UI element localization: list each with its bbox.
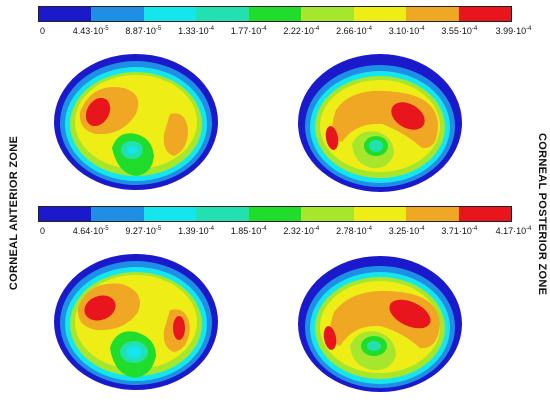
colorbar-bottom-tick-exponent: -5 [103, 226, 109, 232]
colorbar-top-tick-mantissa: 2.22·10 [283, 26, 314, 36]
colorbar-bottom-tick-mantissa: 2.32·10 [283, 226, 314, 236]
colorbar-bottom-tick-mantissa: 4.17·10 [495, 226, 527, 236]
colorbar-top-tick-mantissa: 8.87·10 [125, 26, 156, 36]
colorbar-bottom-tick-mantissa: 9.27·10 [125, 226, 156, 236]
colorbar-top-tick-mantissa: 2.66·10 [336, 26, 367, 36]
colorbar-bottom-tick-mantissa: 0 [40, 226, 46, 236]
colorbar-top-segment [248, 7, 302, 21]
colorbar-top-tick-label: 3.10·10-4 [389, 26, 425, 36]
anterior-map-bottom [54, 254, 218, 390]
colorbar-top-tick-exponent: -4 [313, 26, 320, 32]
colorbar-bottom-tick-label: 3.25·10-4 [389, 226, 425, 236]
colorbar-bottom-tick-exponent: -4 [313, 226, 320, 232]
colorbar-top-tick-mantissa: 0 [40, 26, 46, 36]
posterior-map-bottom [298, 256, 462, 392]
colorbar-bottom-tick-label: 2.78·10-4 [336, 226, 372, 236]
colorbar-top-tick-exponent: -4 [471, 26, 478, 32]
colorbar-bottom-tick-mantissa: 1.39·10 [178, 226, 209, 236]
colorbar-bottom-tick-exponent: -4 [208, 226, 214, 232]
colorbar-top-tick-label: 3.99·10-4 [496, 26, 532, 36]
posterior-map-top [298, 54, 462, 192]
colorbar-bottom-tick-exponent: -4 [419, 226, 425, 232]
colorbar-top-tick-mantissa: 1.33·10 [178, 26, 209, 36]
colorbar-top-tick-exponent: -4 [208, 26, 214, 32]
colorbar-top [38, 6, 512, 22]
right-zone-label: CORNEAL POSTERIOR ZONE [536, 133, 548, 296]
colorbar-top-segment [91, 7, 144, 21]
colorbar-top-segment [406, 7, 459, 21]
colorbar-bottom-tick-mantissa: 4.64·10 [72, 226, 104, 236]
colorbar-top-tick-label: 0 [40, 26, 45, 36]
colorbar-top-tick-exponent: -4 [419, 26, 425, 32]
colorbar-bottom-tick-label: 9.27·10-5 [125, 226, 161, 236]
colorbar-top-segment [143, 7, 197, 21]
colorbar-top-segment [353, 7, 407, 21]
right-zone-label-text: CORNEAL POSTERIOR ZONE [536, 133, 548, 296]
colorbar-bottom-tick-label: 1.85·10-4 [231, 226, 267, 236]
colorbar-top-tick-mantissa: 4.43·10 [72, 26, 104, 36]
left-zone-label: CORNEAL ANTERIOR ZONE [8, 133, 20, 293]
colorbar-top-tick-mantissa: 1.77·10 [230, 26, 262, 36]
colorbar-bottom-tick-mantissa: 3.71·10 [441, 226, 472, 236]
colorbar-bottom-tick-exponent: -4 [261, 226, 267, 232]
colorbar-top-tick-label: 4.43·10-5 [73, 26, 109, 36]
colorbar-bottom-tick-label: 2.32·10-4 [283, 226, 319, 236]
colorbar-bottom-tick-label: 4.64·10-5 [73, 226, 109, 236]
colorbar-top-tick-exponent: -5 [155, 26, 162, 32]
colorbar-bottom-tick-label: 4.17·10-4 [496, 226, 532, 236]
colorbar-bottom-tick-label: 0 [40, 226, 45, 236]
colorbar-top-segment [301, 7, 354, 21]
left-zone-label-text: CORNEAL ANTERIOR ZONE [8, 135, 20, 291]
colorbar-top-tick-exponent: -4 [526, 26, 532, 32]
colorbar-top-tick-label: 1.33·10-4 [178, 26, 214, 36]
colorbar-bottom-segment [91, 207, 144, 221]
colorbar-top-tick-mantissa: 3.99·10 [495, 26, 527, 36]
anterior-map-top [54, 54, 218, 190]
colorbar-top-tick-exponent: -4 [261, 26, 267, 32]
colorbar-top-tick-label: 3.55·10-4 [441, 26, 477, 36]
colorbar-top-tick-mantissa: 3.55·10 [441, 26, 472, 36]
colorbar-top-segment [39, 7, 92, 21]
colorbar-top-tick-label: 1.77·10-4 [231, 26, 267, 36]
colorbar-bottom-tick-exponent: -4 [471, 226, 478, 232]
colorbar-top-segment [458, 7, 511, 21]
colorbar-top-tick-label: 8.87·10-5 [125, 26, 161, 36]
colorbar-bottom-tick-mantissa: 1.85·10 [230, 226, 262, 236]
colorbar-top-segment [196, 7, 249, 21]
colorbar-bottom-tick-label: 1.39·10-4 [178, 226, 214, 236]
colorbar-top-tick-exponent: -5 [103, 26, 109, 32]
colorbar-top-tick-label: 2.22·10-4 [283, 26, 319, 36]
colorbar-bottom-segment [143, 207, 197, 221]
colorbar-bottom-segment [196, 207, 249, 221]
colorbar-bottom-tick-mantissa: 3.25·10 [388, 226, 420, 236]
colorbar-bottom [38, 206, 512, 222]
colorbar-bottom-segment [406, 207, 459, 221]
colorbar-bottom-ticks: 0 4.64·10-5 9.27·10-5 1.39·10-4 1.85·10-4 2.3… [38, 226, 532, 240]
colorbar-bottom-segment [353, 207, 407, 221]
colorbar-top-tick-label: 2.66·10-4 [336, 26, 372, 36]
colorbar-top-tick-mantissa: 3.10·10 [388, 26, 420, 36]
colorbar-bottom-tick-exponent: -5 [155, 226, 162, 232]
colorbar-bottom-tick-label: 3.71·10-4 [441, 226, 477, 236]
colorbar-bottom-segment [458, 207, 511, 221]
colorbar-bottom-segment [301, 207, 354, 221]
colorbar-bottom-tick-exponent: -4 [526, 226, 532, 232]
colorbar-bottom-tick-exponent: -4 [366, 226, 372, 232]
colorbar-bottom-segment [248, 207, 302, 221]
colorbar-top-ticks: 0 4.43·10-5 8.87·10-5 1.33·10-4 1.77·10-4 2.2… [38, 26, 532, 40]
colorbar-bottom-tick-mantissa: 2.78·10 [336, 226, 367, 236]
colorbar-bottom-segment [39, 207, 92, 221]
colorbar-top-tick-exponent: -4 [366, 26, 372, 32]
